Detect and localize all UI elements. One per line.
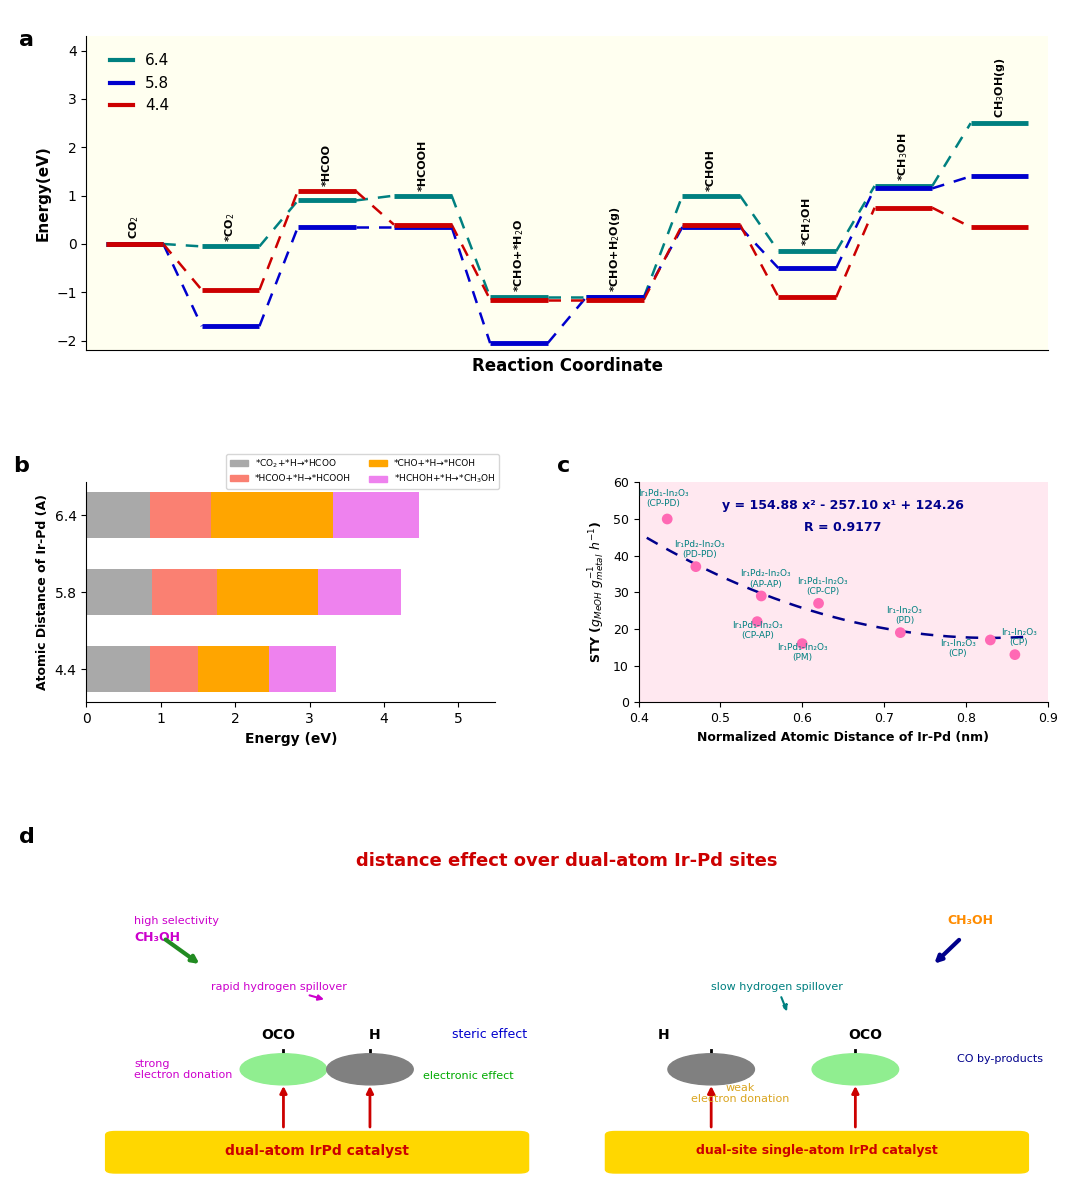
- Text: *CH$_3$OH: *CH$_3$OH: [896, 132, 910, 181]
- Text: *CH$_2$OH: *CH$_2$OH: [800, 197, 814, 247]
- Text: Ir: Ir: [850, 1063, 861, 1076]
- Text: Ir₁-In₂O₃
(PD): Ir₁-In₂O₃ (PD): [887, 606, 922, 625]
- Text: R = 0.9177: R = 0.9177: [805, 520, 881, 533]
- Legend: *CO$_2$+*H→*HCOO, *HCOO+*H→*HCOOH, *CHO+*H→*HCOH, *HCHOH+*H→*CH$_3$OH: *CO$_2$+*H→*HCOO, *HCOO+*H→*HCOOH, *CHO+…: [226, 454, 499, 489]
- Text: *HCOO: *HCOO: [322, 144, 332, 185]
- Bar: [86, 569, 152, 615]
- X-axis label: Reaction Coordinate: Reaction Coordinate: [472, 358, 662, 376]
- Text: Ir₁-In₂O₃
(CP): Ir₁-In₂O₃ (CP): [1001, 628, 1037, 648]
- Text: *CHO+*H$_2$O: *CHO+*H$_2$O: [512, 219, 526, 293]
- X-axis label: Normalized Atomic Distance of Ir-Pd (nm): Normalized Atomic Distance of Ir-Pd (nm): [697, 731, 989, 744]
- Text: CH₃OH: CH₃OH: [135, 932, 180, 944]
- Text: OCO: OCO: [261, 1028, 296, 1041]
- Text: CO$_2$: CO$_2$: [127, 216, 141, 240]
- Text: Ir₁Pd₂-In₂O₃
(AP-AP): Ir₁Pd₂-In₂O₃ (AP-AP): [740, 569, 791, 589]
- Text: H: H: [658, 1028, 669, 1041]
- Point: [982, 631, 999, 650]
- Text: weak
electron donation: weak electron donation: [691, 1082, 789, 1104]
- Text: Ir₁-In₂O₃
(CP): Ir₁-In₂O₃ (CP): [940, 639, 975, 659]
- Circle shape: [667, 1054, 755, 1085]
- Text: Ir₁Pd₁-In₂O₃
(CP-AP): Ir₁Pd₁-In₂O₃ (CP-AP): [732, 620, 783, 641]
- Text: *CHO+H$_2$O(g): *CHO+H$_2$O(g): [608, 207, 622, 293]
- Text: slow hydrogen spillover: slow hydrogen spillover: [711, 981, 843, 1009]
- Y-axis label: Atomic Distance of Ir-Pd (A): Atomic Distance of Ir-Pd (A): [36, 495, 49, 690]
- Text: Pd: Pd: [361, 1063, 379, 1076]
- X-axis label: Energy (eV): Energy (eV): [245, 732, 337, 745]
- Text: *CO$_2$: *CO$_2$: [224, 212, 238, 242]
- Point: [810, 594, 827, 613]
- Bar: [269, 647, 336, 692]
- Y-axis label: STY ($g_{MeOH}$ $g_{metal}^{-1}$ $h^{-1}$): STY ($g_{MeOH}$ $g_{metal}^{-1}$ $h^{-1}…: [588, 521, 607, 663]
- Text: a: a: [19, 30, 35, 49]
- Text: Ir₁Pd₁-In₂O₃
(PM): Ir₁Pd₁-In₂O₃ (PM): [777, 643, 827, 662]
- Point: [659, 509, 676, 529]
- Legend: 6.4, 5.8, 4.4: 6.4, 5.8, 4.4: [104, 47, 175, 119]
- Text: high selectivity: high selectivity: [135, 916, 219, 926]
- Text: y = 154.88 x² - 257.10 x¹ + 124.26: y = 154.88 x² - 257.10 x¹ + 124.26: [723, 498, 964, 512]
- Text: electronic effect: electronic effect: [423, 1072, 513, 1081]
- Text: CH$_3$OH(g): CH$_3$OH(g): [993, 58, 1007, 118]
- Point: [892, 622, 909, 642]
- Point: [687, 557, 704, 577]
- Text: dual-site single-atom IrPd catalyst: dual-site single-atom IrPd catalyst: [696, 1144, 937, 1157]
- Bar: [86, 492, 150, 538]
- Bar: [334, 492, 419, 538]
- Bar: [211, 492, 334, 538]
- Bar: [152, 569, 217, 615]
- Bar: [150, 492, 211, 538]
- Point: [753, 586, 770, 606]
- Text: *CHOH: *CHOH: [706, 149, 716, 190]
- Bar: [217, 569, 318, 615]
- Point: [1007, 645, 1024, 665]
- Text: d: d: [19, 827, 35, 848]
- Text: steric effect: steric effect: [451, 1028, 527, 1041]
- Text: OCO: OCO: [848, 1028, 882, 1041]
- Point: [794, 635, 811, 654]
- Bar: [86, 647, 150, 692]
- Bar: [318, 569, 401, 615]
- Text: Ir: Ir: [279, 1063, 288, 1076]
- Circle shape: [240, 1054, 327, 1085]
- Text: c: c: [557, 456, 570, 476]
- Text: Pd: Pd: [702, 1063, 720, 1076]
- Bar: [150, 647, 198, 692]
- Point: [748, 612, 766, 631]
- Text: Ir₁Pd₁-In₂O₃
(CP-PD): Ir₁Pd₁-In₂O₃ (CP-PD): [638, 489, 688, 508]
- Text: *HCOOH: *HCOOH: [418, 140, 428, 190]
- FancyBboxPatch shape: [106, 1132, 528, 1173]
- Text: rapid hydrogen spillover: rapid hydrogen spillover: [212, 981, 348, 999]
- Text: distance effect over dual-atom Ir-Pd sites: distance effect over dual-atom Ir-Pd sit…: [356, 851, 778, 869]
- Text: CH₃OH: CH₃OH: [948, 914, 994, 927]
- Y-axis label: Energy(eV): Energy(eV): [36, 146, 51, 241]
- Text: dual-atom IrPd catalyst: dual-atom IrPd catalyst: [225, 1144, 409, 1157]
- Text: Ir₁Pd₂-In₂O₃
(PD-PD): Ir₁Pd₂-In₂O₃ (PD-PD): [675, 539, 726, 560]
- Text: H: H: [369, 1028, 380, 1041]
- Circle shape: [327, 1054, 414, 1085]
- Circle shape: [812, 1054, 899, 1085]
- Text: b: b: [13, 456, 29, 476]
- Text: Ir₁Pd₁-In₂O₃
(CP-CP): Ir₁Pd₁-In₂O₃ (CP-CP): [797, 577, 848, 596]
- Bar: [198, 647, 269, 692]
- Text: strong
electron donation: strong electron donation: [135, 1058, 233, 1080]
- Text: CO by-products: CO by-products: [957, 1054, 1042, 1064]
- FancyBboxPatch shape: [606, 1132, 1028, 1173]
